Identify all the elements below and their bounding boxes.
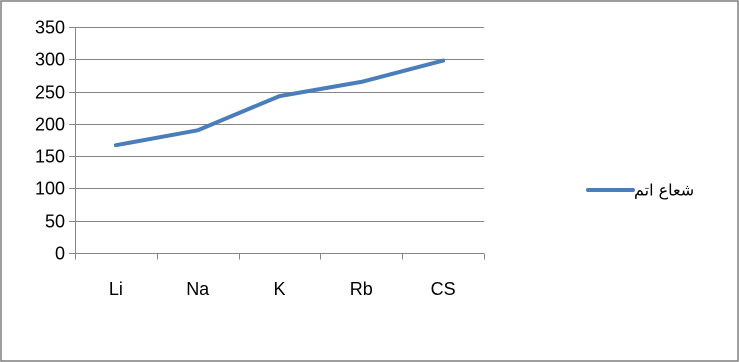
x-tick-label-cs: CS (431, 279, 456, 299)
y-tick-label: 350 (35, 18, 65, 38)
series-line-0 (113, 58, 446, 148)
y-tick-label: 150 (35, 147, 65, 167)
y-tick-label: 50 (45, 212, 65, 232)
axes (69, 27, 485, 260)
gridlines (75, 27, 484, 222)
y-tick-label: 300 (35, 50, 65, 70)
series-lines (113, 58, 446, 148)
y-tick-label: 100 (35, 179, 65, 199)
x-tick-label-rb: Rb (350, 279, 373, 299)
y-tick-label: 200 (35, 115, 65, 135)
y-tick-label: 250 (35, 83, 65, 103)
x-tick-label-k: K (273, 279, 285, 299)
x-tick-labels: Li Na K Rb CS (109, 279, 456, 299)
y-tick-labels: 0 50 100 150 200 250 300 350 (35, 18, 65, 264)
x-tick-label-na: Na (186, 279, 210, 299)
x-tick-label-li: Li (109, 279, 123, 299)
y-tick-label: 0 (55, 244, 65, 264)
legend-label: شعاع اتم (634, 181, 694, 201)
legend: شعاع اتم (586, 181, 694, 201)
